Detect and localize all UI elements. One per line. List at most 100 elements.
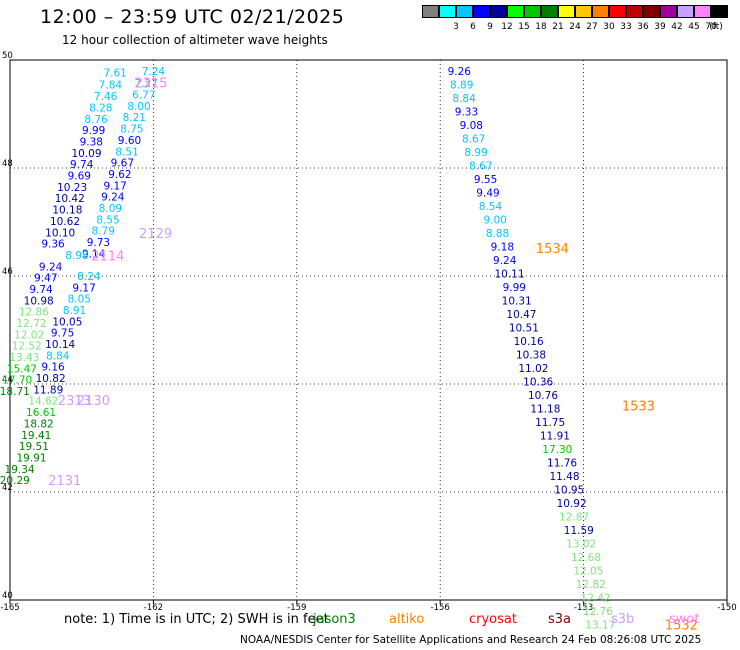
wave-height-value: 19.91	[16, 452, 46, 464]
wave-height-value: 8.84	[46, 350, 70, 362]
legend-label: 33	[620, 22, 632, 32]
wave-height-value: 10.14	[45, 339, 75, 351]
wave-height-value: 11.91	[540, 430, 570, 442]
wave-height-value: 12.72	[16, 318, 46, 330]
wave-height-value: 10.09	[71, 148, 101, 160]
wave-height-value: 11.02	[518, 363, 548, 375]
wave-height-value: 10.38	[516, 349, 546, 361]
wave-height-value: 9.33	[455, 106, 478, 118]
wave-height-value: 9.24	[39, 261, 63, 273]
map-frame	[9, 59, 728, 601]
wave-height-value: 9.36	[41, 239, 65, 251]
pass-time-label: 2315	[134, 77, 167, 92]
wave-height-value: 19.34	[5, 464, 35, 476]
legend-label: 18	[535, 22, 547, 32]
legend-swatch	[422, 5, 439, 18]
wave-height-value: 12.42	[581, 592, 611, 604]
wave-height-value: 8.09	[99, 203, 122, 215]
wave-height-value: 10.95	[554, 484, 584, 496]
lat-tick-label: 40	[2, 591, 13, 601]
wave-height-value: 9.16	[41, 362, 65, 374]
wave-height-value: 9.60	[118, 135, 141, 147]
note-text: note: 1) Time is in UTC; 2) SWH is in fe…	[64, 612, 329, 627]
wave-height-value: 19.51	[19, 441, 49, 453]
wave-height-value: 10.16	[514, 336, 544, 348]
legend-swatch	[694, 5, 711, 18]
legend-swatch	[439, 5, 456, 18]
legend-label: 27	[586, 22, 598, 32]
wave-height-value: 9.14	[82, 248, 106, 260]
wave-height-value: 8.21	[123, 112, 146, 124]
pass-time-label: 2130	[77, 394, 110, 409]
wave-height-value: 10.51	[509, 322, 539, 334]
satellite-label-cryosat: cryosat	[469, 612, 517, 627]
wave-height-value: 9.99	[503, 282, 526, 294]
pass-time-label: 1534	[536, 242, 569, 257]
wave-height-value: 10.23	[57, 182, 87, 194]
wave-height-value: 9.75	[51, 328, 74, 340]
wave-height-value: 7.46	[94, 91, 118, 103]
wave-height-value: 8.89	[450, 79, 473, 91]
wave-height-value: 8.24	[77, 271, 101, 283]
wave-height-value: 12.87	[559, 511, 589, 523]
wave-height-value: 10.92	[557, 498, 587, 510]
wave-height-value: 11.18	[530, 403, 560, 415]
wave-height-value: 12.86	[19, 307, 49, 319]
wave-height-value: 9.69	[68, 171, 91, 183]
wave-height-value: 18.71	[0, 386, 30, 398]
legend-swatch	[558, 5, 575, 18]
wave-height-value: 14.62	[28, 396, 58, 408]
wave-height-value: 8.54	[479, 201, 503, 213]
wave-height-value: 12.76	[583, 606, 613, 618]
wave-height-value: 10.76	[528, 390, 558, 402]
satellite-label-altiko: altiko	[389, 612, 425, 627]
wave-height-value: 19.41	[21, 430, 51, 442]
legend-swatch	[575, 5, 592, 18]
wave-height-value: 10.42	[55, 193, 85, 205]
wave-height-value: 10.98	[24, 295, 54, 307]
wave-height-value: 11.75	[535, 417, 565, 429]
pass-time-label: 1533	[622, 400, 655, 415]
wave-height-value: 13.02	[566, 538, 596, 550]
wave-height-value: 8.79	[92, 226, 115, 238]
lat-tick-label: 44	[2, 375, 13, 385]
pass-time-label: 2114	[91, 249, 124, 264]
lat-tick-label: 48	[2, 159, 13, 169]
legend-label: 70	[705, 22, 717, 32]
lat-tick-label: 42	[2, 483, 13, 493]
wave-height-value: 7.24	[142, 66, 166, 78]
wave-height-value: 11.76	[547, 457, 577, 469]
wave-height-value: 12.05	[573, 565, 603, 577]
wave-height-value: 8.67	[469, 160, 492, 172]
wave-height-value: 9.17	[103, 180, 126, 192]
wave-height-value: 9.67	[111, 158, 134, 170]
satellite-label-s3b: s3b	[611, 612, 635, 627]
lat-tick-label: 46	[2, 267, 13, 277]
wave-height-value: 12.52	[12, 341, 42, 353]
legend-label: 12	[501, 22, 513, 32]
wave-height-value: 13.43	[9, 352, 39, 364]
wave-height-value: 12.68	[571, 552, 601, 564]
wave-height-value: 17.30	[542, 444, 572, 456]
wave-height-value: 7.27	[135, 78, 158, 90]
legend-swatch	[490, 5, 507, 18]
wave-height-value: 9.38	[80, 137, 103, 149]
wave-height-value: 7.84	[99, 79, 123, 91]
wave-height-value: 15.47	[7, 363, 37, 375]
page-title: 12:00 – 23:59 UTC 02/21/2025	[40, 6, 345, 28]
wave-height-value: 10.10	[45, 227, 75, 239]
wave-height-value: 9.17	[72, 282, 95, 294]
wave-height-value: 6.77	[132, 90, 155, 102]
legend-label: 45	[688, 22, 700, 32]
legend-label: 30	[603, 22, 615, 32]
wave-height-value: 20.29	[0, 475, 30, 487]
wave-height-value: 16.61	[26, 407, 56, 419]
legend-swatch	[660, 5, 677, 18]
wave-height-value: 10.11	[494, 268, 524, 280]
lon-tick-label: -165	[0, 603, 19, 613]
legend-swatch	[643, 5, 660, 18]
wave-height-value: 8.51	[115, 146, 138, 158]
wave-height-value: 9.74	[70, 159, 94, 171]
wave-height-value: 9.18	[491, 241, 514, 253]
lon-tick-label: -162	[144, 603, 163, 613]
